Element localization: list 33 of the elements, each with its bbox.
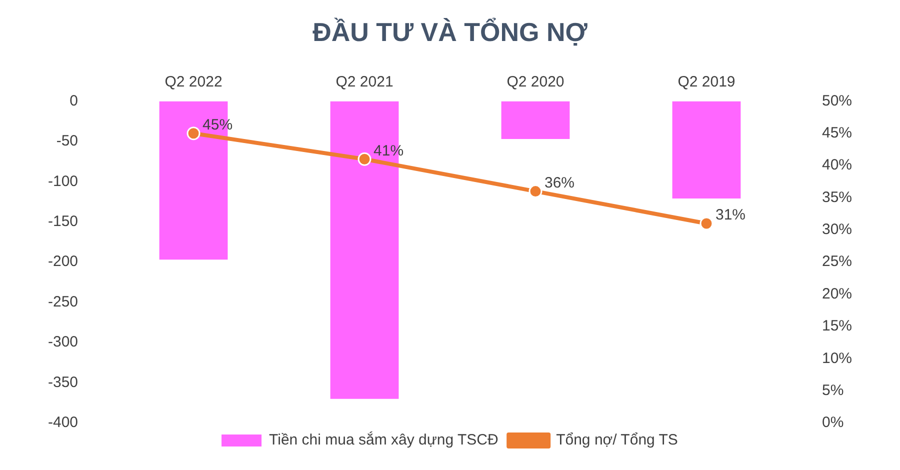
- x-tick-label: Q2 2019: [678, 73, 736, 90]
- point: [358, 152, 372, 166]
- chart-title: ĐẦU TƯ VÀ TỔNG NỢ: [312, 16, 588, 47]
- y2-tick-label: 40%: [822, 156, 852, 174]
- legend-label: Tổng nợ/ Tổng TS: [556, 432, 678, 449]
- y2-tick-label: 15%: [822, 318, 852, 335]
- data-label: 36%: [544, 174, 575, 192]
- legend-label: Tiền chi mua sắm xây dựng TSCĐ: [269, 430, 498, 449]
- y2-tick-label: 30%: [822, 221, 852, 238]
- y2-tick-label: 10%: [822, 350, 852, 367]
- y-tick-label: -150: [48, 213, 78, 230]
- y2-tick-label: 25%: [822, 253, 852, 270]
- y2-tick-label: 45%: [822, 124, 852, 142]
- y2-tick-label: 35%: [822, 188, 852, 206]
- y-tick-label: 0: [70, 92, 78, 110]
- y2-tick-label: 50%: [822, 92, 852, 110]
- y-tick-label: -300: [48, 334, 78, 351]
- x-tick-label: Q2 2022: [164, 73, 222, 90]
- y2-tick-label: 20%: [822, 285, 852, 302]
- point: [528, 184, 542, 198]
- y-tick-label: -200: [48, 253, 78, 270]
- x-tick-label: Q2 2020: [506, 73, 564, 90]
- y-tick-label: -350: [48, 374, 78, 391]
- point: [700, 216, 714, 230]
- y-tick-label: -50: [56, 132, 78, 150]
- data-label: 31%: [715, 206, 746, 224]
- y2-tick-label: 5%: [822, 382, 844, 399]
- y-tick-label: -250: [48, 293, 78, 310]
- point: [186, 126, 200, 140]
- y-tick-label: -400: [48, 414, 78, 432]
- y-tick-label: -100: [48, 172, 78, 190]
- y2-tick-label: 0%: [822, 414, 844, 432]
- x-tick-label: Q2 2021: [336, 73, 394, 90]
